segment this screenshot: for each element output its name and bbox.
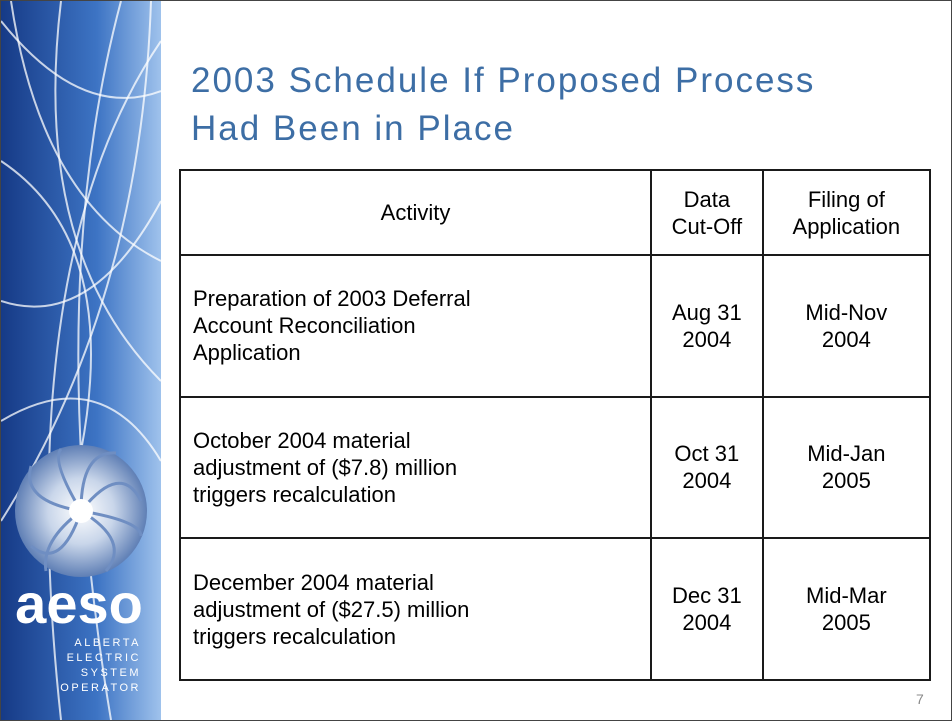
cell-line: Aug 31 (653, 299, 761, 326)
logo-line: ALBERTA (74, 637, 141, 649)
cell-line: Mid-Mar (765, 582, 928, 609)
cell-line: Dec 31 (653, 582, 761, 609)
cell-line: 2005 (765, 467, 928, 494)
cell-line: Oct 31 (653, 440, 761, 467)
logo-line: ELECTRIC (67, 652, 141, 664)
logo-name: aeso (15, 572, 143, 635)
cell-line: Mid-Nov (765, 299, 928, 326)
cell-line: December 2004 material (193, 569, 638, 596)
cell-line: 2004 (653, 326, 761, 353)
cell-line: triggers recalculation (193, 481, 638, 508)
cell-line: Account Reconciliation (193, 312, 638, 339)
cell-line: Cut-Off (653, 213, 761, 240)
logo-line: SYSTEM (81, 667, 141, 679)
cell-line: Filing of (765, 186, 928, 213)
cell-line: Preparation of 2003 Deferral (193, 285, 638, 312)
page-number: 7 (916, 691, 924, 707)
cell-line: Application (193, 339, 638, 366)
cell-line: Data (653, 186, 761, 213)
cell-line: Application (765, 213, 928, 240)
cell-line: 2004 (653, 609, 761, 636)
cell-line: adjustment of ($27.5) million (193, 596, 638, 623)
cell-line: 2004 (653, 467, 761, 494)
cell-line: 2004 (765, 326, 928, 353)
title-line: Had Been in Place (191, 105, 931, 153)
cell-line: October 2004 material (193, 427, 638, 454)
header-cell: Activity (180, 170, 651, 255)
cell-line: Mid-Jan (765, 440, 928, 467)
cell-line: Activity (182, 199, 649, 226)
side-band: aeso ALBERTA ELECTRIC SYSTEM OPERATOR (1, 1, 161, 720)
title-line: 2003 Schedule If Proposed Process (191, 57, 931, 105)
logo-swirl (15, 445, 147, 577)
cell-line: 2005 (765, 609, 928, 636)
logo-line: OPERATOR (60, 682, 141, 694)
cell-line: triggers recalculation (193, 623, 638, 650)
cell-line: adjustment of ($7.8) million (193, 454, 638, 481)
slide: aeso ALBERTA ELECTRIC SYSTEM OPERATOR 20… (0, 0, 952, 721)
